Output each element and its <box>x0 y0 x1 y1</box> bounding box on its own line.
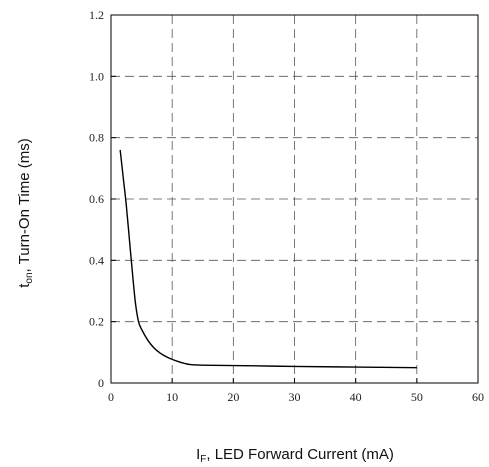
x-tick-label: 50 <box>411 390 423 404</box>
x-tick-label: 40 <box>350 390 362 404</box>
x-tick-label: 20 <box>227 390 239 404</box>
y-tick-label: 0.6 <box>89 192 104 206</box>
axis-ticks: 0 10 20 30 40 50 60 0 0.2 0.4 0.6 0.8 1.0 1.2 <box>89 8 484 404</box>
y-tick-label: 0.4 <box>89 253 104 267</box>
y-tick-label: 0 <box>98 376 104 390</box>
y-axis-title: ton, Turn-On Time (ms) <box>16 138 35 287</box>
x-axis-title-rest: , LED Forward Current (mA) <box>206 446 394 463</box>
x-tick-label: 60 <box>472 390 484 404</box>
y-axis-title-rest: , Turn-On Time (ms) <box>16 138 33 272</box>
series-line <box>119 149 417 369</box>
x-axis-title: IF, LED Forward Current (mA) <box>196 446 394 465</box>
y-tick-label: 1.2 <box>89 8 104 22</box>
y-tick-label: 0.2 <box>89 315 104 329</box>
x-tick-label: 30 <box>289 390 301 404</box>
x-tick-label: 10 <box>166 390 178 404</box>
grid-lines <box>111 15 478 383</box>
x-axis-title-main: I <box>196 446 200 463</box>
y-axis-title-main: t <box>16 283 33 288</box>
y-tick-label: 0.8 <box>89 131 104 145</box>
y-tick-label: 1.0 <box>89 69 104 83</box>
x-tick-label: 0 <box>108 390 114 404</box>
y-axis-title-sub: on <box>24 272 35 283</box>
x-axis-title-sub: F <box>200 454 206 465</box>
